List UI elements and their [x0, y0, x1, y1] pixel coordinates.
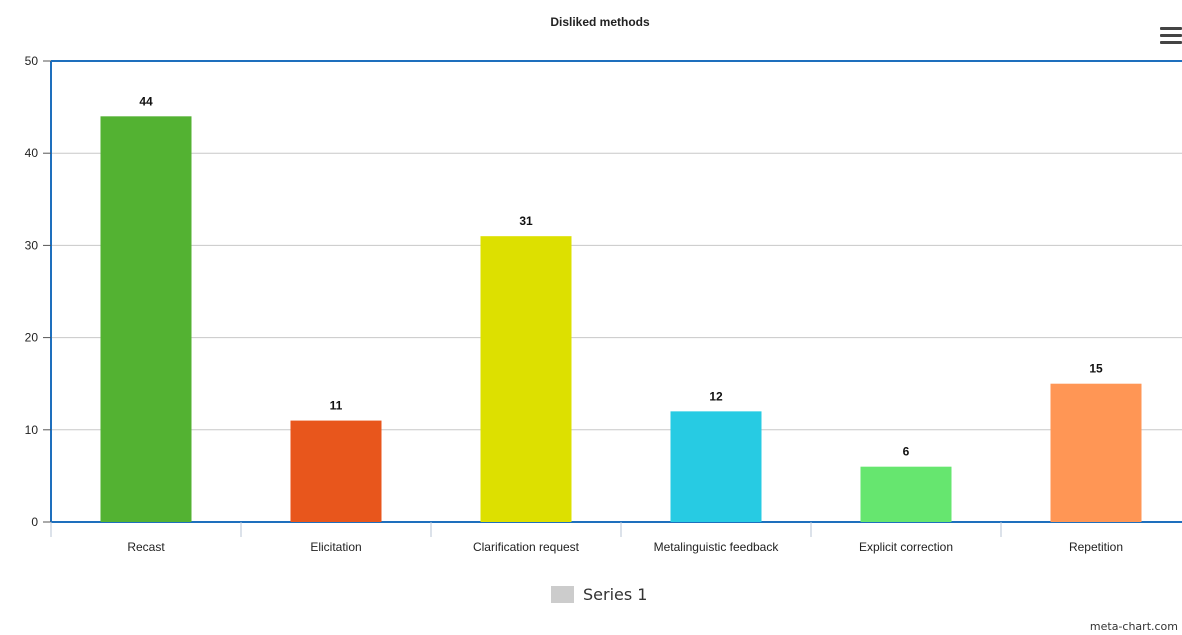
data-label: 6: [903, 445, 910, 459]
y-tick-label: 20: [25, 331, 39, 345]
y-tick-label: 50: [25, 54, 39, 68]
bars: [100, 116, 1142, 522]
data-label: 11: [330, 399, 343, 413]
y-tick-label: 0: [31, 515, 38, 529]
data-label: 31: [519, 214, 533, 228]
legend-swatch[interactable]: [551, 586, 574, 603]
x-axis-ticks: Recast Elicitation Clarification request Me…: [50, 522, 1123, 554]
credit-text: meta-chart.com: [1089, 620, 1178, 633]
bar[interactable]: [480, 236, 572, 522]
x-tick-label: Recast: [127, 540, 165, 554]
data-label: 12: [709, 389, 723, 403]
x-tick-label: Elicitation: [310, 540, 361, 554]
data-label: 44: [139, 94, 153, 108]
bar[interactable]: [860, 466, 952, 522]
y-tick-label: 10: [25, 423, 39, 437]
data-label: 15: [1089, 362, 1103, 376]
y-axis-ticks: 0 10 20 30 40 50: [25, 54, 51, 529]
data-labels: 44 11 31 12 6 15: [139, 94, 1103, 458]
y-tick-label: 40: [25, 146, 39, 160]
x-tick-label: Repetition: [1069, 540, 1123, 554]
bar[interactable]: [290, 420, 382, 522]
x-tick-label: Explicit correction: [859, 540, 953, 554]
legend-label[interactable]: Series 1: [583, 585, 647, 604]
x-tick-label: Clarification request: [473, 540, 580, 554]
bar[interactable]: [1050, 383, 1142, 522]
bar[interactable]: [100, 116, 192, 522]
chart-title: Disliked methods: [550, 15, 650, 29]
bar[interactable]: [670, 411, 762, 522]
y-tick-label: 30: [25, 238, 39, 252]
gridlines: [50, 60, 1182, 523]
chart-menu-icon[interactable]: [1160, 27, 1182, 47]
legend[interactable]: Series 1: [551, 585, 647, 604]
x-tick-label: Metalinguistic feedback: [654, 540, 780, 554]
